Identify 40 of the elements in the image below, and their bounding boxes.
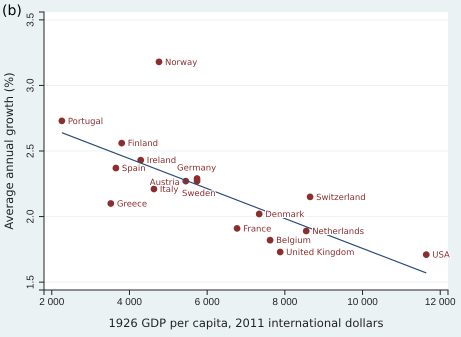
point [302, 228, 310, 234]
point [422, 251, 430, 258]
point [58, 117, 66, 124]
annotation: Portugal [68, 116, 104, 127]
annotation: Ireland [146, 156, 176, 166]
x-tick-label: 2 000 [39, 297, 65, 308]
point [156, 58, 162, 66]
point [266, 236, 274, 244]
point [112, 164, 120, 172]
point [276, 248, 284, 256]
annotation: Norway [164, 58, 198, 68]
x-tick-label: 10 000 [347, 297, 378, 308]
x-axis-title: 1926 GDP per capita, 2011 international dollars [108, 316, 384, 330]
point [234, 224, 240, 232]
y-tick-label: 2.5 [26, 144, 36, 158]
annotation: Greece [116, 199, 148, 210]
annotation: Germany [177, 164, 216, 174]
x-tick-label: 8 000 [272, 297, 298, 308]
point [256, 210, 263, 218]
y-tick-label: 3.5 [26, 12, 36, 27]
annotation: Sweden [182, 189, 216, 200]
point [118, 140, 126, 147]
chart-title: (b) [2, 3, 22, 19]
y-tick-label: 3.0 [26, 78, 36, 92]
annotation: United Kingdom [286, 248, 354, 258]
point [306, 194, 314, 200]
x-tick-label: 12 000 [424, 297, 456, 308]
annotation: Switzerland [316, 192, 366, 203]
y-tick-label: 2.0 [26, 209, 36, 224]
x-tick-label: 4 000 [116, 297, 142, 308]
annotation: Belgium [276, 236, 311, 246]
annotation: France [243, 224, 272, 234]
x-tick-label: 6 000 [194, 297, 220, 308]
point [150, 186, 158, 192]
y-tick-label: 1.5 [26, 274, 36, 290]
annotation: Finland [128, 139, 158, 150]
point [107, 200, 114, 207]
annotation: Spain [122, 164, 146, 174]
y-axis-title: Average annual growth (%) [2, 72, 16, 230]
annotation: USA [432, 250, 450, 261]
